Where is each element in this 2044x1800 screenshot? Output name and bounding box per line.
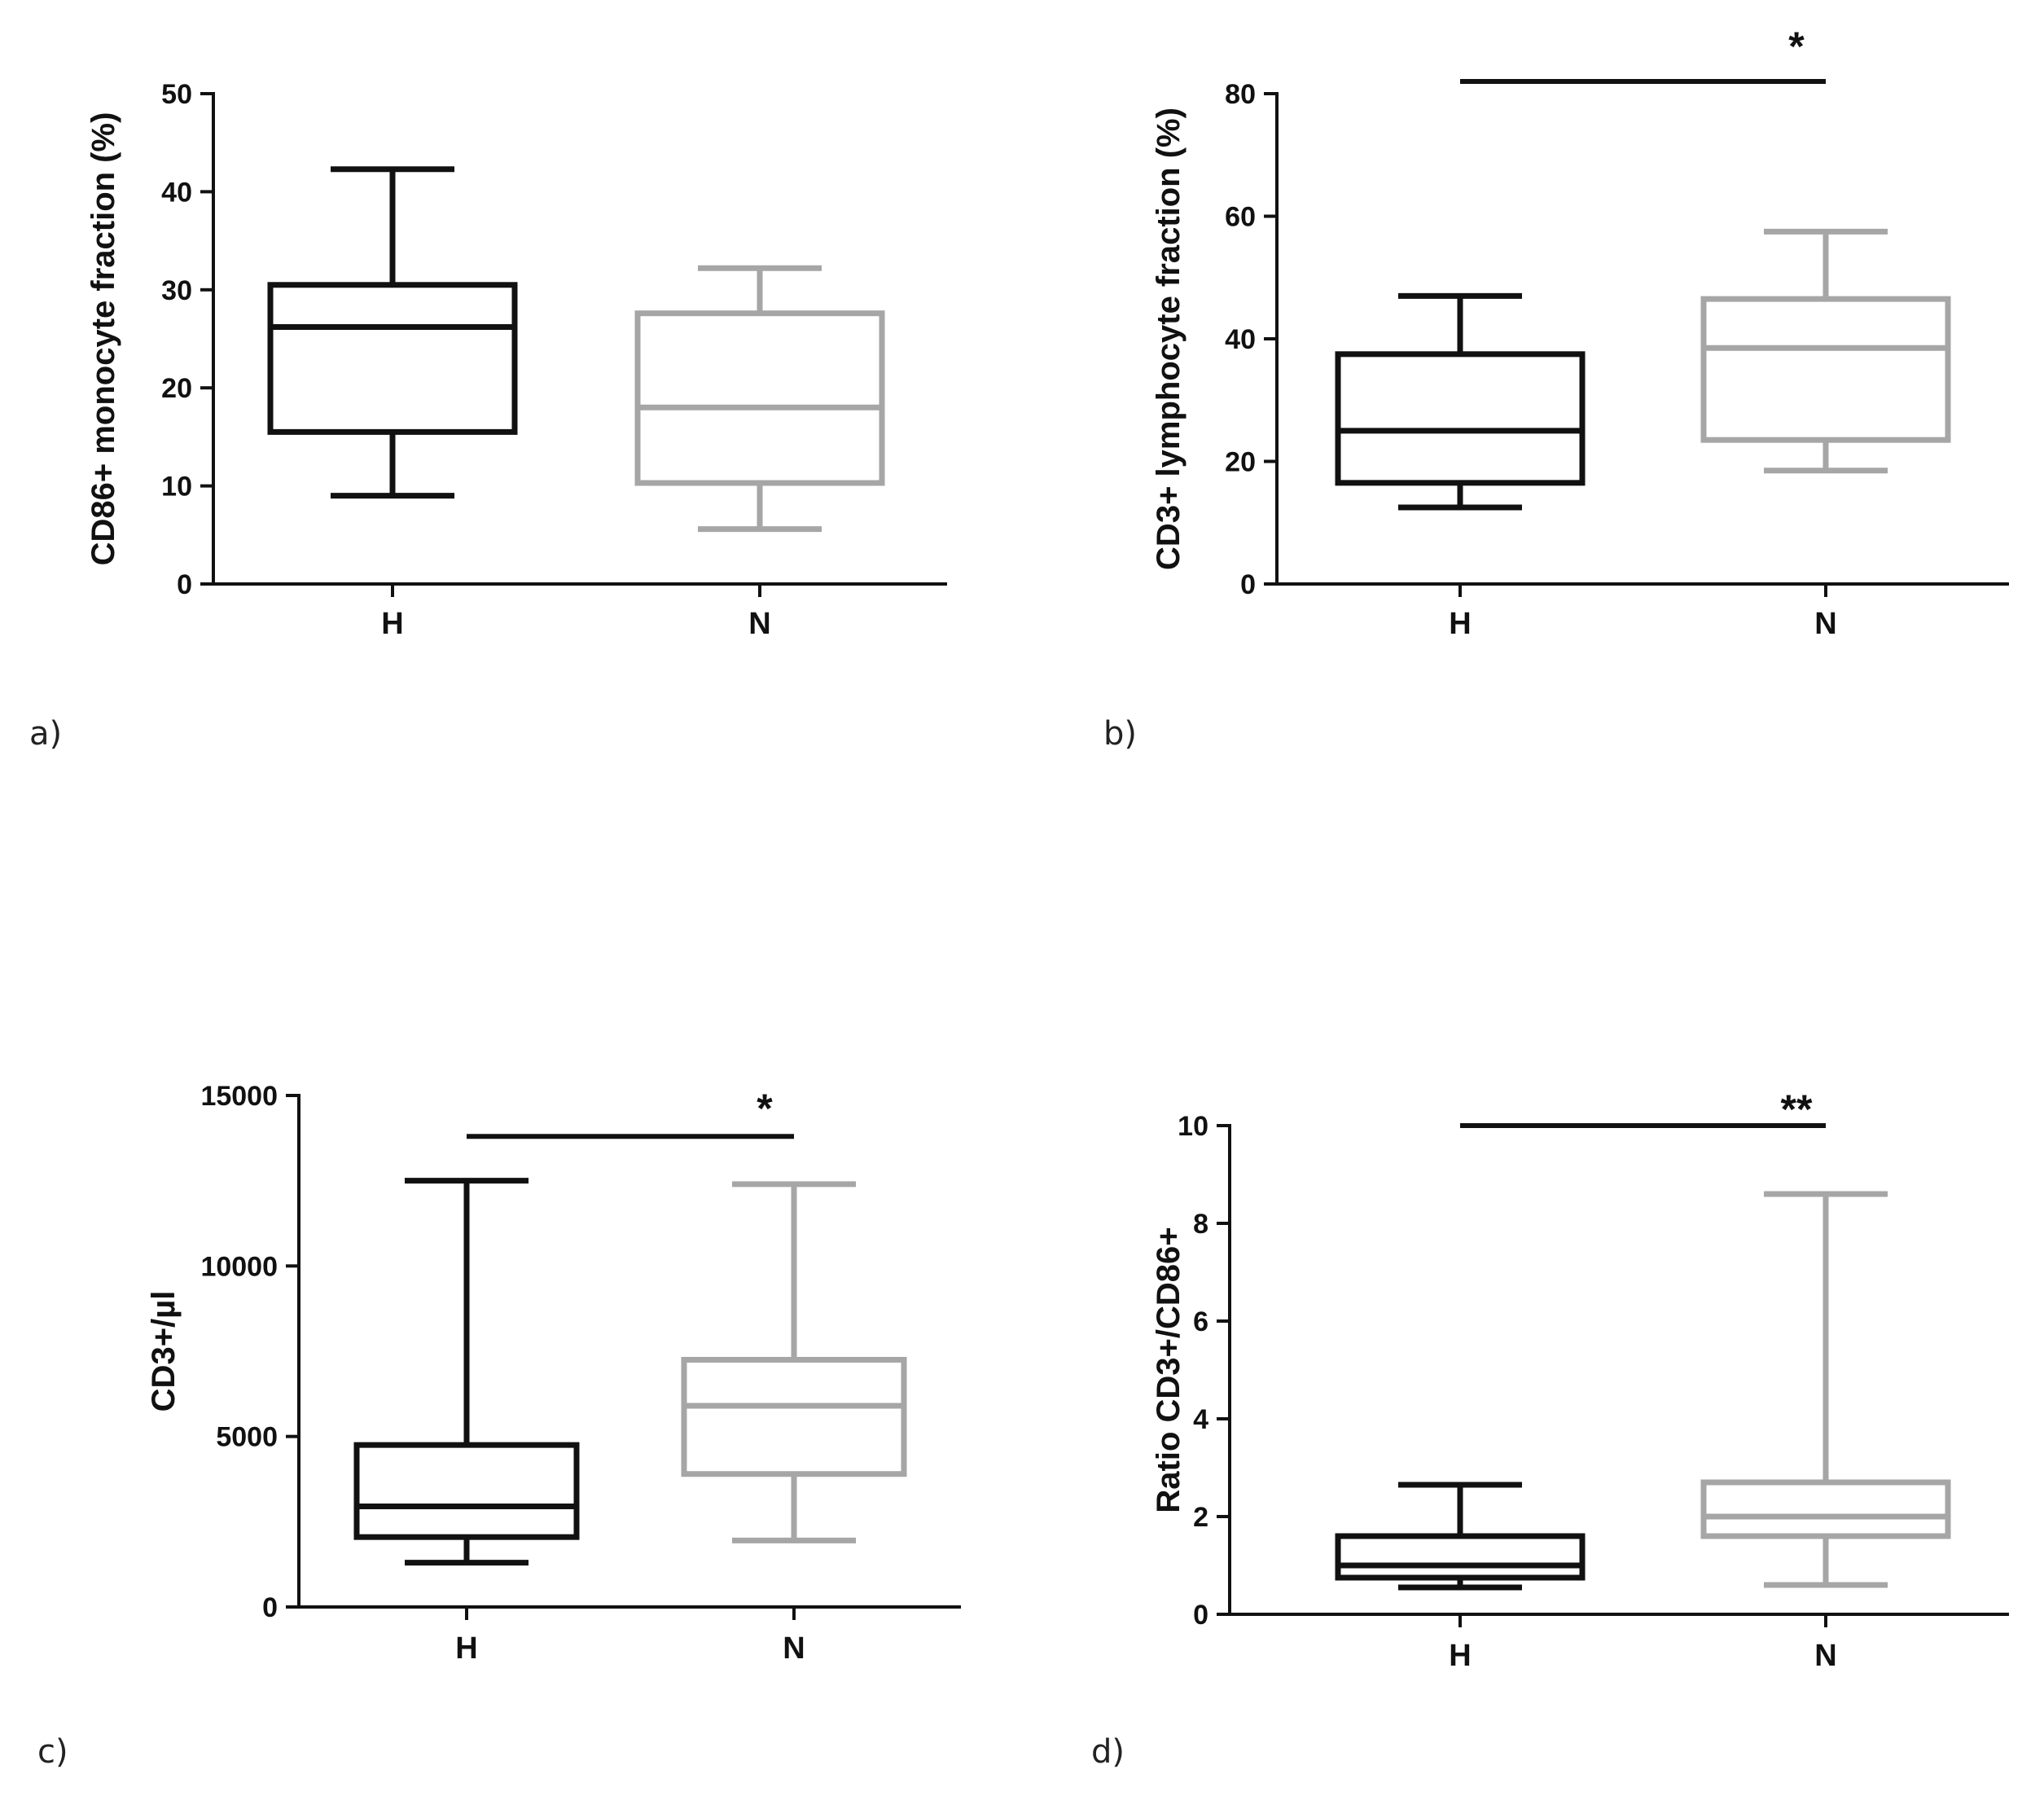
y-tick-label: 40 <box>161 177 192 208</box>
x-tick-label-N: N <box>748 607 770 641</box>
y-tick-label: 30 <box>161 275 192 306</box>
significance-label: ** <box>1781 1087 1813 1132</box>
y-tick-label: 0 <box>262 1592 278 1623</box>
box-h <box>267 166 518 499</box>
significance-label: * <box>757 1086 773 1131</box>
x-tick-label-N: N <box>1814 1639 1836 1673</box>
x-tick-label-H: H <box>455 1631 477 1666</box>
y-tick-label: 10 <box>161 472 192 503</box>
x-tick-label-H: H <box>1449 607 1471 641</box>
box-iqr <box>267 282 518 435</box>
y-tick-label: 40 <box>1225 324 1256 355</box>
y-tick-label: 10 <box>1178 1111 1208 1142</box>
box-h <box>1335 1482 1586 1591</box>
chart-panel-0: 0 10 20 30 40 50 H N CD86+ monocyte fraction (%) <box>86 79 947 641</box>
y-tick-label: 50 <box>161 79 192 110</box>
box-iqr <box>634 310 885 486</box>
y-tick-label: 5000 <box>216 1422 278 1453</box>
x-tick-label-H: H <box>1449 1639 1471 1673</box>
box-n <box>1700 1191 1951 1588</box>
chart-panel-1: 0 20 40 60 80 H N CD3+ lymphocyte fraction (%) * <box>1151 24 2009 641</box>
box-h <box>1335 292 1586 511</box>
x-tick-label-H: H <box>381 607 403 641</box>
y-tick-label: 2 <box>1193 1502 1208 1533</box>
x-tick-label-N: N <box>1814 607 1836 641</box>
box-n <box>634 265 885 533</box>
y-axis-title: Ratio CD3+/CD86+ <box>1151 1227 1186 1512</box>
box-iqr <box>353 1442 580 1540</box>
box-iqr <box>1335 351 1586 486</box>
y-tick-label: 80 <box>1225 79 1256 110</box>
y-tick-label: 4 <box>1193 1404 1208 1435</box>
panel-label-b: b) <box>1103 715 1137 753</box>
y-axis-title: CD3+ lymphocyte fraction (%) <box>1151 108 1186 570</box>
box-iqr <box>1700 296 1951 443</box>
y-tick-label: 20 <box>1225 447 1256 478</box>
y-tick-label: 8 <box>1193 1209 1208 1240</box>
box-n <box>681 1181 907 1543</box>
box-h <box>353 1178 580 1566</box>
panel-label-d: d) <box>1091 1733 1125 1771</box>
significance-label: * <box>1788 24 1805 69</box>
box-n <box>1700 228 1951 474</box>
y-tick-label: 0 <box>1240 569 1256 600</box>
y-axis-title: CD3+/µl <box>146 1291 182 1412</box>
box-iqr <box>1335 1533 1586 1581</box>
y-tick-label: 60 <box>1225 202 1256 233</box>
panel-label-c: c) <box>37 1733 68 1771</box>
chart-panel-2: 0 5000 10000 15000 H N CD3+/µl * <box>146 1081 961 1666</box>
y-tick-label: 20 <box>161 373 192 404</box>
y-tick-label: 0 <box>1193 1600 1208 1631</box>
panel-label-a: a) <box>29 715 63 753</box>
chart-panel-3: 0 2 4 6 8 10 H N Ratio CD3+/CD86+ ** <box>1151 1087 2009 1673</box>
y-tick-label: 6 <box>1193 1306 1208 1337</box>
box-iqr <box>681 1356 907 1477</box>
y-axis-title: CD86+ monocyte fraction (%) <box>86 112 121 566</box>
box-iqr <box>1700 1479 1951 1539</box>
y-tick-label: 10000 <box>200 1251 278 1282</box>
y-tick-label: 0 <box>177 569 192 600</box>
y-tick-label: 15000 <box>200 1081 278 1112</box>
x-tick-label-N: N <box>783 1631 805 1666</box>
